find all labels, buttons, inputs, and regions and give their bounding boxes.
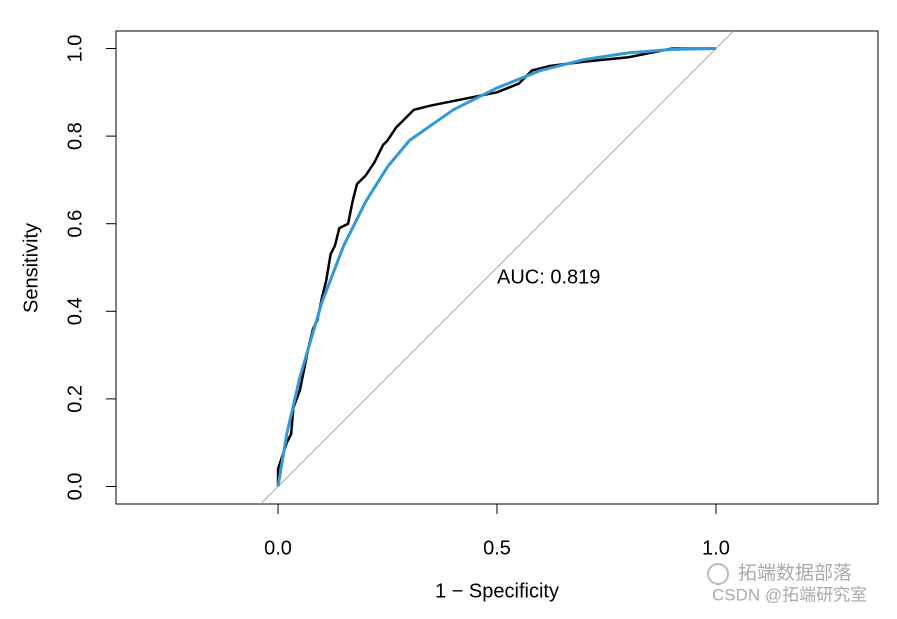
y-tick-label: 0.2 (64, 385, 86, 413)
y-tick-label: 0.8 (64, 122, 86, 150)
x-axis-title: 1 − Specificity (435, 580, 559, 602)
watermark-text: CSDN @拓端研究室 (712, 585, 867, 604)
x-tick-label: 1.0 (702, 537, 730, 559)
y-tick-label: 0.4 (64, 297, 86, 325)
x-tick-label: 0.5 (483, 537, 511, 559)
plot-area (260, 31, 734, 504)
y-tick-label: 0.6 (64, 210, 86, 238)
watermark: 拓端数据部落 CSDN @拓端研究室 (707, 562, 867, 604)
annotation: AUC: 0.819 (497, 266, 600, 288)
y-tick-label: 1.0 (64, 35, 86, 63)
watermark-icon (707, 563, 729, 585)
x-tick-label: 0.0 (264, 537, 292, 559)
watermark-text: 拓端数据部落 (738, 562, 852, 584)
reference-line (260, 31, 734, 504)
roc-curve (276, 47, 716, 487)
roc-curve (276, 47, 716, 487)
y-tick-label: 0.0 (64, 473, 86, 501)
y-axis-title: Sensitivity (20, 223, 42, 313)
